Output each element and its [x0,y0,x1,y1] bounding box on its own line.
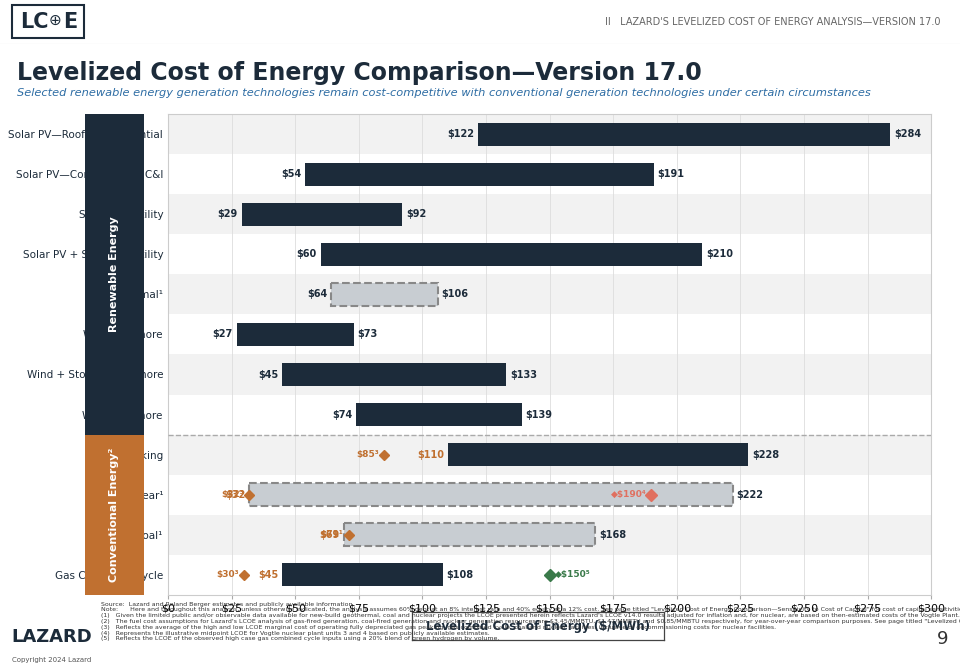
Bar [282,363,506,386]
Bar [168,474,931,515]
Text: $73: $73 [357,329,378,339]
Bar [305,163,654,186]
Text: LC: LC [20,12,49,32]
Text: $228: $228 [752,450,779,460]
Bar [242,203,402,226]
Bar [250,483,732,506]
Text: E: E [63,12,78,32]
Bar [168,114,931,155]
Text: Selected renewable energy generation technologies remain cost-competitive with c: Selected renewable energy generation tec… [17,88,871,98]
Text: II   LAZARD'S LEVELIZED COST OF ENERGY ANALYSIS—VERSION 17.0: II LAZARD'S LEVELIZED COST OF ENERGY ANA… [606,17,941,27]
Text: $122: $122 [447,129,474,139]
Text: $85³: $85³ [356,450,379,459]
Bar [84,435,144,595]
Bar [478,123,891,146]
Text: $222: $222 [736,490,763,499]
Text: Levelized Cost of Energy Comparison—Version 17.0: Levelized Cost of Energy Comparison—Vers… [17,60,702,85]
Text: $27: $27 [212,329,233,339]
Bar [84,114,144,435]
Text: $69: $69 [320,530,340,540]
Text: $108: $108 [446,570,473,580]
Text: $74: $74 [332,409,352,419]
Text: Source:  Lazard and Roland Berger estimates and publicly available information.
: Source: Lazard and Roland Berger estimat… [101,601,960,641]
Text: $54: $54 [281,169,301,179]
Text: Conventional Energy²: Conventional Energy² [109,448,119,582]
Bar [321,243,703,266]
Text: $29: $29 [218,210,238,219]
Bar [282,563,443,586]
Text: $191: $191 [658,169,684,179]
Text: $64: $64 [307,290,327,300]
Text: $210: $210 [706,249,733,259]
Bar [168,274,931,314]
Text: $168: $168 [599,530,626,540]
Bar [168,235,931,274]
Text: Copyright 2024 Lazard: Copyright 2024 Lazard [12,657,91,663]
Text: $32³: $32³ [222,490,244,499]
Bar [237,323,353,346]
Bar [168,194,931,235]
Bar [168,515,931,554]
Text: $32: $32 [226,490,246,499]
Text: $71¹: $71¹ [321,530,344,539]
Bar [168,355,931,394]
Text: $92: $92 [406,210,426,219]
Text: $30³: $30³ [217,571,239,579]
Bar [168,314,931,355]
Bar [447,443,748,466]
Text: $110: $110 [417,450,444,460]
Bar [168,155,931,194]
Text: 9: 9 [937,630,948,648]
Bar [168,394,931,435]
Bar [344,523,595,546]
Text: $106: $106 [442,290,468,300]
Text: Levelized Cost of Energy ($/MWh): Levelized Cost of Energy ($/MWh) [426,620,650,633]
Bar [12,5,84,38]
Text: $45: $45 [258,370,278,380]
Text: ◆$150⁵: ◆$150⁵ [555,571,590,579]
Text: $284: $284 [895,129,922,139]
Text: Renewable Energy: Renewable Energy [109,216,119,332]
Bar [356,403,521,426]
Text: ⊕: ⊕ [49,13,61,28]
Text: $60: $60 [297,249,317,259]
Text: $133: $133 [510,370,538,380]
Text: $45: $45 [258,570,278,580]
Text: LAZARD: LAZARD [12,628,92,646]
Text: $139: $139 [525,409,552,419]
Bar [168,554,931,595]
Bar [331,283,438,306]
Bar [168,435,931,474]
Text: ◆$190⁴: ◆$190⁴ [611,490,646,499]
